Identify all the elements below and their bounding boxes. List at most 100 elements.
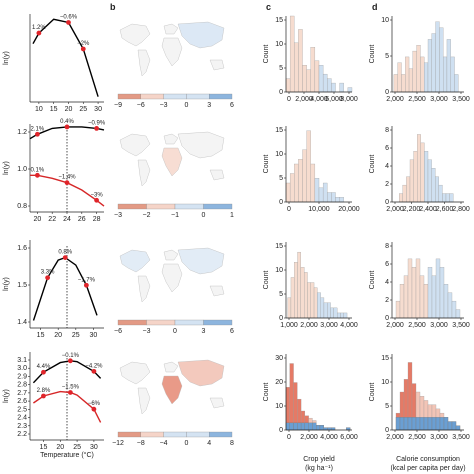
y-tick-label: 10 [381, 17, 389, 24]
histogram-bar [397, 62, 402, 93]
colorbar-cell [146, 319, 176, 326]
histogram-bar [319, 425, 324, 431]
histogram-bar [310, 163, 316, 203]
x-axis-label-units: (kg ha⁻¹) [305, 465, 333, 472]
y-tick-label: 1.0 [17, 166, 27, 173]
x-tick-label: 30 [90, 332, 98, 339]
x-tick-label: 25 [73, 444, 81, 451]
x-axis-label-units: (kcal per capita per day) [390, 465, 465, 472]
histogram-bar [450, 56, 455, 93]
colorbar-cell [203, 319, 233, 326]
country-region [163, 133, 179, 145]
histogram-bar [333, 307, 338, 319]
histogram-bar [447, 292, 453, 319]
histogram-bar [417, 134, 421, 203]
colorbar-tick-label: −12 [112, 440, 124, 447]
country-region [119, 133, 151, 157]
histogram-bar [302, 65, 307, 93]
x-axis-label: Calorie consumption [396, 456, 460, 463]
y-tick-label: 5 [385, 403, 389, 410]
data-point [36, 30, 42, 36]
histogram-bar [403, 275, 409, 319]
data-point [41, 393, 46, 399]
histogram-bar [405, 56, 410, 93]
y-tick-label: 0 [385, 89, 389, 96]
y-tick-label: 20 [275, 379, 283, 386]
histogram-bar [327, 192, 332, 203]
colorbar-tick-label: −1 [171, 212, 179, 219]
colorbar-tick-label: 8 [230, 440, 234, 447]
histogram-bar [331, 427, 336, 431]
y-tick-label: 2.4 [17, 415, 27, 422]
x-tick-label: 3,000 [320, 322, 338, 329]
histogram-bar [293, 422, 298, 431]
y-tick-label: 2.2 [17, 431, 27, 438]
y-axis-label: Count [263, 383, 270, 402]
country-region [209, 285, 225, 297]
histogram-bar [318, 65, 324, 93]
data-point [91, 406, 97, 412]
x-tick-label: 2,800 [452, 206, 470, 213]
country-region [137, 159, 151, 187]
histogram-bar [313, 287, 318, 319]
histogram-bar [316, 425, 321, 431]
histogram-bar [310, 47, 316, 93]
x-tick-label: 6,000 [340, 434, 358, 441]
histogram-bar [303, 272, 308, 319]
colorbar-tick-label: −6 [137, 102, 145, 109]
colorbar-cell [146, 203, 176, 210]
colorbar-tick-label: −3 [114, 212, 122, 219]
histogram-bar [336, 312, 341, 319]
country-region [177, 131, 225, 159]
histogram-bar [306, 130, 311, 203]
x-tick-label: 15 [37, 332, 45, 339]
histogram-bar [407, 258, 413, 319]
histogram-bar [298, 29, 303, 93]
histogram-bar [318, 187, 324, 203]
histogram-bar [427, 417, 433, 431]
y-tick-label: 5 [385, 53, 389, 60]
point-annotation: −4.2% [85, 363, 103, 369]
colorbar-cell [117, 93, 141, 100]
x-tick-label: 25 [79, 106, 87, 113]
y-tick-label: 2.7 [17, 390, 27, 397]
country-region [161, 263, 183, 293]
histogram-bar [411, 417, 417, 431]
y-tick-label: 15 [275, 17, 283, 24]
colorbar-cell [203, 203, 233, 210]
histogram-bar [289, 173, 295, 203]
histogram-bar [317, 292, 321, 319]
histogram-bar [399, 284, 405, 319]
y-tick-label: 10 [275, 151, 283, 158]
y-tick-label: 8 [385, 127, 389, 134]
y-tick-label: 0 [279, 427, 283, 434]
histogram-bar [401, 74, 406, 93]
y-tick-label: 2.3 [17, 423, 27, 430]
y-tick-label: 15 [381, 355, 389, 362]
country-region [209, 169, 225, 181]
data-point [67, 358, 73, 364]
histogram-bar [307, 282, 311, 319]
histogram-bar [395, 300, 401, 319]
panel-label-b: b [110, 2, 116, 12]
histogram-bar [438, 184, 443, 203]
histogram-bar [290, 277, 295, 319]
histogram-bar [447, 421, 453, 431]
x-tick-label: 10 [35, 106, 43, 113]
histogram-bar [435, 417, 441, 431]
x-tick-label: 3,000 [430, 434, 448, 441]
colorbar-cell [174, 203, 204, 210]
y-tick-label: 5 [279, 291, 283, 298]
histogram-bar [455, 309, 461, 319]
point-annotation: −0.1% [62, 353, 80, 359]
histogram-bar [289, 15, 295, 93]
histogram-bar [339, 197, 344, 203]
y-tick-label: 4 [385, 279, 389, 286]
y-tick-label: 6 [385, 261, 389, 268]
y-tick-label: 15 [275, 243, 283, 250]
y-tick-label: 8 [385, 243, 389, 250]
y-tick-label: 2 [385, 181, 389, 188]
colorbar-tick-label: 0 [202, 212, 206, 219]
histogram-bar [439, 267, 445, 319]
